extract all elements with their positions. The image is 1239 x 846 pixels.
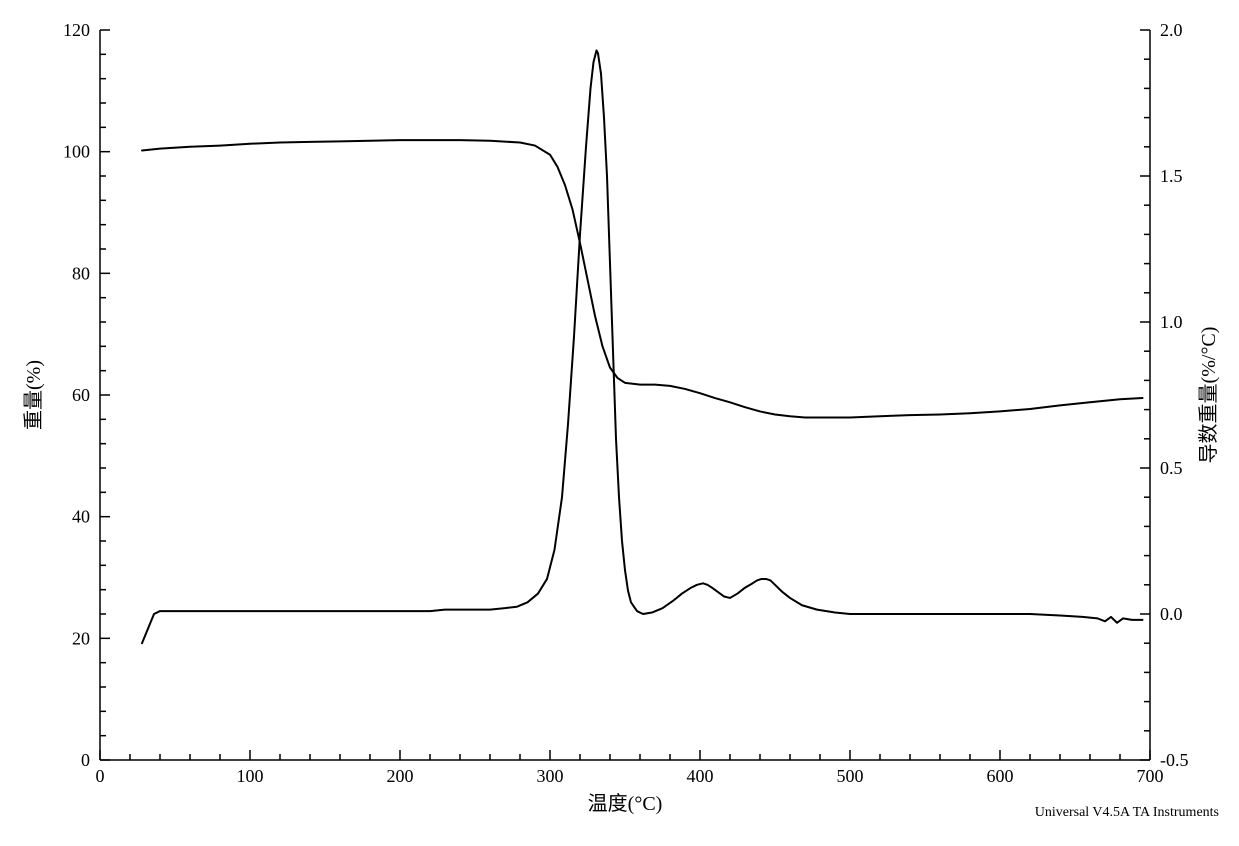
y-left-tick-label: 120 [63, 20, 90, 40]
y-left-axis-label: 重量(%) [22, 360, 45, 430]
instrument-footer: Universal V4.5A TA Instruments [1035, 805, 1219, 820]
x-tick-label: 600 [987, 766, 1014, 786]
x-tick-label: 100 [237, 766, 264, 786]
x-tick-label: 300 [537, 766, 564, 786]
x-tick-label: 0 [96, 766, 105, 786]
y-left-tick-label: 40 [72, 507, 90, 527]
x-tick-label: 400 [687, 766, 714, 786]
tga-weight-curve [142, 140, 1143, 417]
x-axis-label: 温度(°C) [588, 792, 663, 815]
y-left-tick-label: 80 [72, 263, 90, 283]
y-right-tick-label: 1.0 [1160, 312, 1183, 332]
y-right-tick-label: 0.0 [1160, 604, 1183, 624]
y-left-tick-label: 60 [72, 385, 90, 405]
dtg-deriv-curve [142, 50, 1143, 643]
x-tick-label: 200 [387, 766, 414, 786]
y-right-tick-label: 0.5 [1160, 458, 1183, 478]
chart-container: 0100200300400500600700020406080100120-0.… [0, 0, 1239, 846]
y-right-tick-label: -0.5 [1160, 750, 1189, 770]
x-tick-label: 500 [837, 766, 864, 786]
y-left-tick-label: 20 [72, 628, 90, 648]
y-right-tick-label: 1.5 [1160, 166, 1183, 186]
y-left-tick-label: 0 [81, 750, 90, 770]
y-right-tick-label: 2.0 [1160, 20, 1183, 40]
y-right-axis-label: 导数重量(%/°C) [1197, 327, 1220, 464]
y-left-tick-label: 100 [63, 142, 90, 162]
tga-dtg-chart: 0100200300400500600700020406080100120-0.… [0, 0, 1239, 846]
